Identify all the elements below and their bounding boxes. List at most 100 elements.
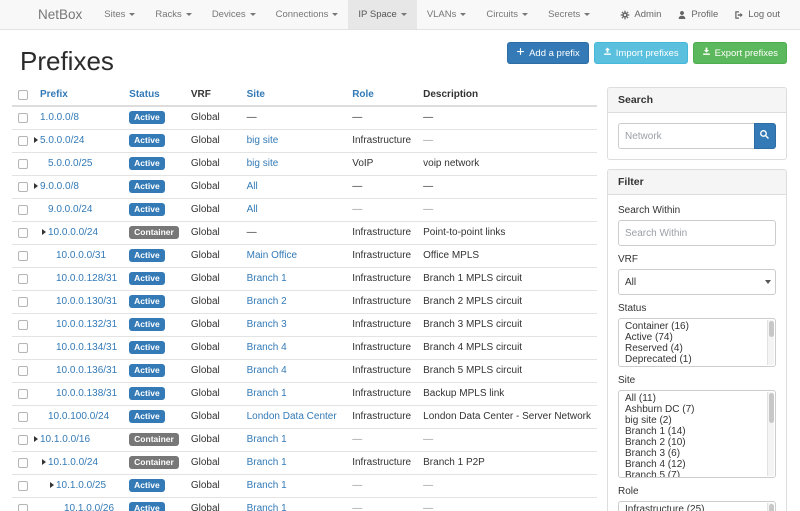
column-header-role[interactable]: Role [346, 87, 418, 107]
column-header-prefix[interactable]: Prefix [34, 87, 124, 107]
status-filter-option[interactable]: Active (74) [625, 332, 673, 343]
site-filter-option[interactable]: big site (2) [625, 415, 672, 426]
row-checkbox[interactable] [18, 412, 28, 422]
prefix-link[interactable]: 10.1.0.0/16 [40, 434, 91, 445]
nav-item-ip-space[interactable]: IP Space [348, 0, 417, 29]
site-link[interactable]: Branch 4 [246, 365, 287, 376]
row-checkbox[interactable] [18, 435, 28, 445]
row-checkbox[interactable] [18, 136, 28, 146]
prefix-link[interactable]: 10.0.0.136/31 [56, 365, 118, 376]
scrollbar-thumb[interactable] [769, 393, 774, 423]
prefix-link[interactable]: 10.1.0.0/24 [48, 457, 99, 468]
site-filter-option[interactable]: Branch 4 (12) [625, 459, 686, 470]
prefix-link[interactable]: 10.0.0.134/31 [56, 342, 118, 353]
status-filter-option[interactable]: Container (16) [625, 321, 689, 332]
site-link[interactable]: Main Office [246, 250, 298, 261]
prefix-link[interactable]: 1.0.0.0/8 [40, 112, 79, 123]
status-filter-option[interactable]: Reserved (4) [625, 343, 683, 354]
vrf-select[interactable]: All [618, 269, 776, 295]
site-filter-option[interactable]: Branch 2 (10) [625, 437, 686, 448]
prefix-link[interactable]: 9.0.0.0/24 [48, 204, 93, 215]
site-filter-option[interactable]: Branch 5 (7) [625, 470, 681, 478]
site-link[interactable]: Branch 1 [246, 457, 287, 468]
row-checkbox[interactable] [18, 274, 28, 284]
nav-item-sites[interactable]: Sites [94, 0, 145, 29]
site-filter-option[interactable]: All (11) [625, 393, 656, 404]
row-checkbox[interactable] [18, 228, 28, 238]
site-link[interactable]: London Data Center [246, 411, 337, 422]
row-checkbox[interactable] [18, 504, 28, 511]
site-link[interactable]: Branch 1 [246, 480, 287, 491]
search-input[interactable] [618, 123, 754, 149]
prefix-link[interactable]: 10.0.0.128/31 [56, 273, 118, 284]
site-link[interactable]: Branch 4 [246, 342, 287, 353]
nav-item-connections[interactable]: Connections [266, 0, 349, 29]
prefix-link[interactable]: 10.0.100.0/24 [48, 411, 110, 422]
site-link[interactable]: Branch 2 [246, 296, 287, 307]
export-prefixes-button[interactable]: Export prefixes [692, 42, 787, 64]
row-checkbox[interactable] [18, 320, 28, 330]
site-link[interactable]: Branch 1 [246, 503, 287, 511]
column-header-status[interactable]: Status [123, 87, 185, 107]
prefix-link[interactable]: 10.1.0.0/26 [64, 503, 115, 511]
role-cell: — [346, 497, 418, 511]
scrollbar[interactable] [767, 320, 774, 365]
prefix-link[interactable]: 10.1.0.0/25 [56, 480, 107, 491]
site-link[interactable]: big site [246, 158, 279, 169]
prefix-link[interactable]: 10.0.0.130/31 [56, 296, 118, 307]
row-checkbox[interactable] [18, 481, 28, 491]
prefix-link[interactable]: 10.0.0.132/31 [56, 319, 118, 330]
prefix-link[interactable]: 10.0.0.0/31 [56, 250, 107, 261]
site-link[interactable]: Branch 3 [246, 319, 287, 330]
row-checkbox[interactable] [18, 205, 28, 215]
nav-item-racks[interactable]: Racks [145, 0, 201, 29]
status-filter-option[interactable]: Deprecated (1) [625, 354, 692, 365]
row-checkbox[interactable] [18, 113, 28, 123]
row-checkbox[interactable] [18, 366, 28, 376]
nav-item-devices[interactable]: Devices [202, 0, 266, 29]
nav-item-vlans[interactable]: VLANs [417, 0, 477, 29]
add-prefix-button[interactable]: Add a prefix [507, 42, 589, 64]
scrollbar-thumb[interactable] [769, 321, 774, 337]
import-prefixes-button[interactable]: Import prefixes [593, 42, 688, 64]
site-link[interactable]: Branch 1 [246, 434, 287, 445]
site-filter-option[interactable]: Branch 3 (6) [625, 448, 681, 459]
scrollbar-thumb[interactable] [769, 504, 774, 511]
site-filter-option[interactable]: Ashburn DC (7) [625, 404, 695, 415]
site-link[interactable]: All [246, 181, 258, 192]
nav-item-log-out[interactable]: Log out [726, 0, 788, 29]
scrollbar[interactable] [767, 503, 774, 511]
search-button[interactable] [753, 123, 776, 149]
prefix-link[interactable]: 5.0.0.0/25 [48, 158, 93, 169]
row-checkbox[interactable] [18, 389, 28, 399]
column-header-site[interactable]: Site [240, 87, 347, 107]
prefix-link[interactable]: 10.0.0.0/24 [48, 227, 99, 238]
row-checkbox[interactable] [18, 182, 28, 192]
row-checkbox[interactable] [18, 159, 28, 169]
brand-link[interactable]: NetBox [38, 7, 83, 22]
role-cell: — [346, 198, 418, 222]
nav-item-admin[interactable]: Admin [612, 0, 669, 29]
description-cell: Backup MPLS link [417, 382, 597, 406]
row-checkbox[interactable] [18, 343, 28, 353]
nav-item-profile[interactable]: Profile [669, 0, 726, 29]
search-within-input[interactable] [618, 220, 776, 246]
row-checkbox[interactable] [18, 458, 28, 468]
site-link[interactable]: Branch 1 [246, 388, 287, 399]
site-link[interactable]: big site [246, 135, 279, 146]
description-cell: — [417, 175, 597, 199]
select-all-checkbox[interactable] [18, 89, 28, 100]
site-link[interactable]: Branch 1 [246, 273, 287, 284]
scrollbar[interactable] [767, 392, 774, 476]
prefix-link[interactable]: 5.0.0.0/24 [40, 135, 85, 146]
nav-item-secrets[interactable]: Secrets [538, 0, 600, 29]
prefix-link[interactable]: 9.0.0.0/8 [40, 181, 79, 192]
row-checkbox[interactable] [18, 297, 28, 307]
site-label: Site [618, 375, 636, 386]
prefix-link[interactable]: 10.0.0.138/31 [56, 388, 118, 399]
role-filter-option[interactable]: Infrastructure (25) [625, 504, 705, 511]
row-checkbox[interactable] [18, 251, 28, 261]
site-filter-option[interactable]: Branch 1 (14) [625, 426, 686, 437]
site-link[interactable]: All [246, 204, 258, 215]
nav-item-circuits[interactable]: Circuits [476, 0, 538, 29]
